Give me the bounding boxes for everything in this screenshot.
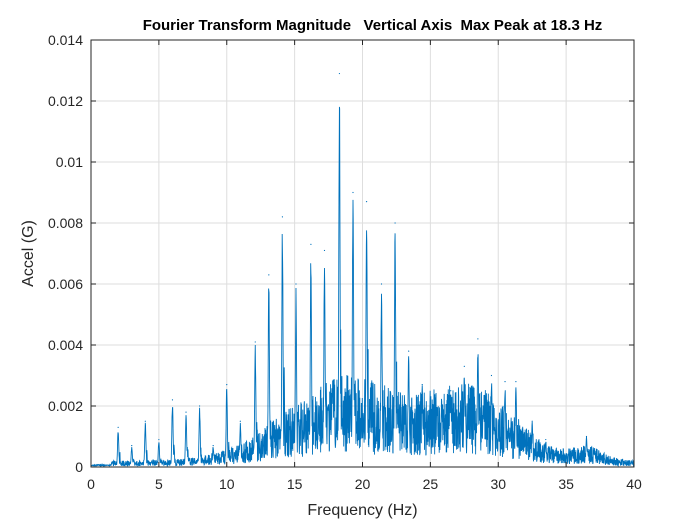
peak-point xyxy=(504,381,506,383)
x-tick-label: 40 xyxy=(626,476,642,492)
peak-point xyxy=(310,243,312,245)
x-tick-label: 15 xyxy=(287,476,303,492)
x-axis-label: Frequency (Hz) xyxy=(307,502,417,519)
y-tick-label: 0.008 xyxy=(48,215,83,231)
peak-point xyxy=(117,426,119,428)
peak-point xyxy=(131,445,133,447)
peak-point xyxy=(408,350,410,352)
peak-point xyxy=(226,384,228,386)
chart-title: Fourier Transform Magnitude Vertical Axi… xyxy=(143,17,603,34)
spectrum-line xyxy=(90,106,635,468)
grid xyxy=(91,40,634,467)
peak-point xyxy=(531,420,533,422)
y-tick-label: 0.004 xyxy=(48,337,83,353)
peak-point xyxy=(199,405,201,407)
peak-point xyxy=(158,438,160,441)
peak-point xyxy=(281,216,284,218)
peak-point xyxy=(185,411,187,413)
x-tick-label: 25 xyxy=(423,476,439,492)
peak-point xyxy=(394,222,396,224)
peak-point xyxy=(171,399,174,401)
y-tick-label: 0.006 xyxy=(48,276,83,292)
peak-point xyxy=(239,420,241,422)
y-tick-label: 0 xyxy=(75,459,83,475)
peak-point xyxy=(254,341,256,343)
x-tick-label: 5 xyxy=(155,476,163,492)
peak-point xyxy=(352,191,354,194)
peak-point xyxy=(295,283,297,285)
y-tick-label: 0.01 xyxy=(56,154,83,170)
peak-point xyxy=(490,374,493,377)
peak-point xyxy=(477,338,479,340)
peak-point xyxy=(421,384,423,386)
peak-point xyxy=(463,365,465,367)
peak-point xyxy=(585,435,588,438)
peak-point xyxy=(450,390,452,392)
y-axis-label: Accel (G) xyxy=(20,220,37,287)
peak-point xyxy=(380,283,383,285)
y-tick-label: 0.012 xyxy=(48,93,83,109)
peak-point xyxy=(365,201,368,203)
peak-point xyxy=(268,274,270,276)
series-line xyxy=(90,72,635,468)
x-tick-label: 0 xyxy=(87,476,95,492)
peak-point xyxy=(545,438,547,441)
peak-point xyxy=(212,445,214,447)
x-tick-label: 30 xyxy=(490,476,506,492)
peak-point xyxy=(144,420,146,422)
y-tick-label: 0.014 xyxy=(48,32,83,48)
x-tick-label: 35 xyxy=(558,476,574,492)
peak-point xyxy=(515,381,517,383)
ticks: 0 5 10 15 20 25 30 35 40 0 0.002 0.004 0.006 0.008 0.0… xyxy=(48,32,642,492)
peak-point xyxy=(338,72,341,75)
y-tick-label: 0.002 xyxy=(48,398,83,414)
x-tick-label: 10 xyxy=(219,476,235,492)
peak-point xyxy=(436,411,438,413)
x-tick-label: 20 xyxy=(355,476,371,492)
peak-point xyxy=(323,249,326,252)
